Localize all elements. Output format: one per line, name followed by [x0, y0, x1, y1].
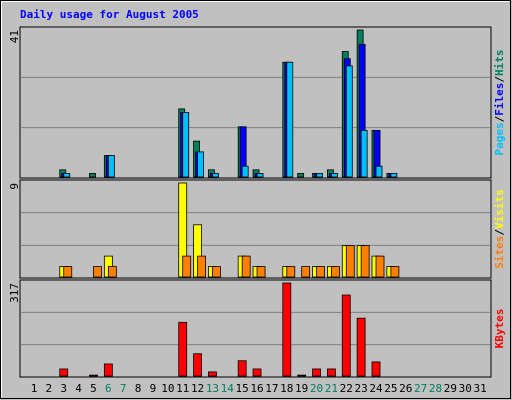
legend-entry: Pages: [493, 122, 506, 155]
bar: [237, 360, 247, 377]
x-tick-label: 29: [444, 382, 457, 395]
bar: [390, 266, 400, 278]
x-tick-label: 8: [135, 382, 142, 395]
x-tick-label: 14: [221, 382, 235, 395]
legend-separator: /: [493, 229, 506, 236]
x-tick-label: 5: [90, 382, 97, 395]
plot-area: [19, 279, 492, 378]
x-tick-label: 11: [176, 382, 189, 395]
bar: [360, 245, 370, 278]
bar: [182, 112, 190, 178]
bar: [330, 173, 338, 178]
x-tick-label: 18: [280, 382, 293, 395]
bar: [212, 173, 219, 178]
bar: [297, 374, 307, 377]
bar: [178, 321, 188, 377]
x-tick-label: 24: [369, 382, 383, 395]
legend-entry: Hits: [493, 50, 506, 77]
bar: [256, 266, 266, 278]
bar: [59, 368, 69, 377]
bar: [345, 65, 353, 178]
plot-area: [19, 26, 492, 179]
x-tick-label: 19: [295, 382, 308, 395]
x-tick-label: 15: [236, 382, 249, 395]
bar: [345, 245, 355, 278]
x-tick-label: 31: [473, 382, 486, 395]
x-tick-label: 27: [414, 382, 427, 395]
bar: [212, 266, 221, 278]
y-tick-label: 9: [8, 183, 21, 190]
legend-separator: /: [493, 115, 506, 122]
bar: [103, 363, 113, 377]
bar: [360, 129, 368, 178]
bar: [282, 282, 292, 377]
bar: [197, 151, 204, 178]
bar: [330, 266, 340, 278]
x-tick-label: 6: [105, 382, 112, 395]
bar: [256, 173, 264, 178]
legend-entry: Files: [493, 83, 506, 116]
x-tick-label: 1: [31, 382, 38, 395]
bar: [197, 255, 206, 278]
bar: [107, 155, 115, 178]
plot-area: [19, 179, 492, 279]
bar: [312, 368, 321, 377]
bar: [286, 266, 296, 278]
bar: [375, 255, 385, 278]
x-tick-label: 30: [459, 382, 472, 395]
legend-entry: KBytes: [493, 309, 506, 349]
bar: [107, 266, 117, 278]
chart-title: Daily usage for August 2005: [20, 8, 199, 21]
y-tick-label: 317: [8, 283, 21, 303]
x-tick-label: 26: [399, 382, 412, 395]
x-tick-label: 17: [265, 382, 278, 395]
bar: [316, 266, 325, 278]
x-tick-label: 21: [325, 382, 338, 395]
bar: [301, 266, 311, 278]
bar: [93, 266, 102, 278]
bar: [316, 173, 323, 178]
bar: [63, 266, 73, 278]
x-tick-label: 4: [75, 382, 82, 395]
bar: [241, 255, 251, 278]
legend: Pages/Files/Hits: [493, 50, 506, 156]
x-tick-label: 22: [340, 382, 353, 395]
bar: [182, 255, 192, 278]
bar: [241, 165, 249, 178]
x-tick-label: 13: [206, 382, 219, 395]
bar: [375, 165, 383, 178]
legend: KBytes: [493, 309, 506, 349]
bar: [286, 61, 294, 178]
x-tick-label: 10: [161, 382, 174, 395]
bar: [252, 368, 262, 377]
bar: [371, 361, 381, 377]
bar: [356, 317, 366, 377]
legend-separator: /: [493, 76, 506, 83]
x-tick-label: 28: [429, 382, 442, 395]
x-tick-label: 12: [191, 382, 204, 395]
legend-entry: Sites: [493, 236, 506, 269]
x-tick-label: 20: [310, 382, 323, 395]
x-tick-label: 23: [355, 382, 368, 395]
bar: [341, 294, 351, 377]
x-tick-label: 9: [150, 382, 157, 395]
bar: [208, 371, 217, 377]
x-tick-label: 16: [250, 382, 263, 395]
x-tick-label: 2: [46, 382, 53, 395]
legend: Sites/Visits: [493, 189, 506, 269]
bar: [193, 353, 202, 377]
x-tick-label: 3: [60, 382, 67, 395]
bar: [390, 173, 398, 178]
y-tick-label: 41: [8, 30, 21, 43]
bar: [326, 368, 336, 377]
bar: [89, 374, 98, 377]
legend-entry: Visits: [493, 189, 506, 229]
bar: [63, 173, 71, 178]
x-tick-label: 25: [384, 382, 397, 395]
x-tick-label: 7: [120, 382, 127, 395]
bar: [297, 173, 305, 178]
bar: [89, 173, 96, 178]
